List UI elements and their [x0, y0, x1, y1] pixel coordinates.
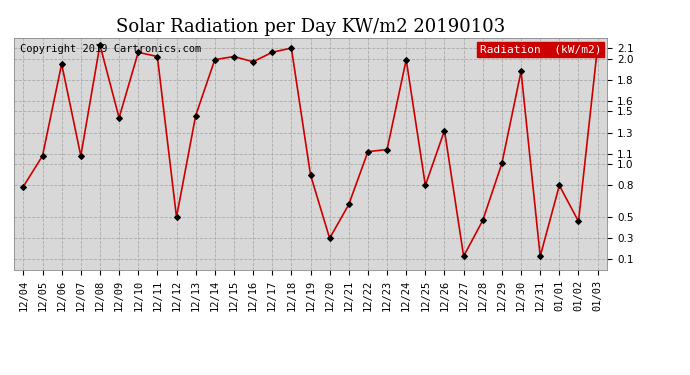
Point: [573, 218, 584, 224]
Point: [267, 49, 278, 55]
Text: Radiation  (kW/m2): Radiation (kW/m2): [480, 45, 601, 54]
Point: [535, 253, 546, 259]
Point: [37, 153, 48, 159]
Point: [114, 115, 125, 121]
Point: [515, 68, 526, 74]
Point: [75, 153, 86, 159]
Point: [420, 183, 431, 189]
Point: [209, 57, 220, 63]
Point: [458, 253, 469, 259]
Point: [477, 217, 489, 223]
Text: Copyright 2019 Cartronics.com: Copyright 2019 Cartronics.com: [20, 45, 201, 54]
Point: [171, 214, 182, 220]
Point: [401, 57, 412, 63]
Point: [343, 201, 354, 207]
Point: [362, 148, 373, 154]
Point: [248, 59, 259, 65]
Point: [95, 42, 106, 48]
Point: [56, 61, 67, 67]
Point: [382, 147, 393, 153]
Point: [439, 128, 450, 134]
Point: [152, 54, 163, 60]
Point: [592, 43, 603, 49]
Point: [228, 54, 239, 60]
Point: [324, 235, 335, 241]
Point: [132, 49, 144, 55]
Title: Solar Radiation per Day KW/m2 20190103: Solar Radiation per Day KW/m2 20190103: [116, 18, 505, 36]
Point: [286, 45, 297, 51]
Point: [496, 160, 507, 166]
Point: [190, 113, 201, 119]
Point: [18, 183, 29, 189]
Point: [305, 172, 316, 178]
Point: [554, 183, 565, 189]
